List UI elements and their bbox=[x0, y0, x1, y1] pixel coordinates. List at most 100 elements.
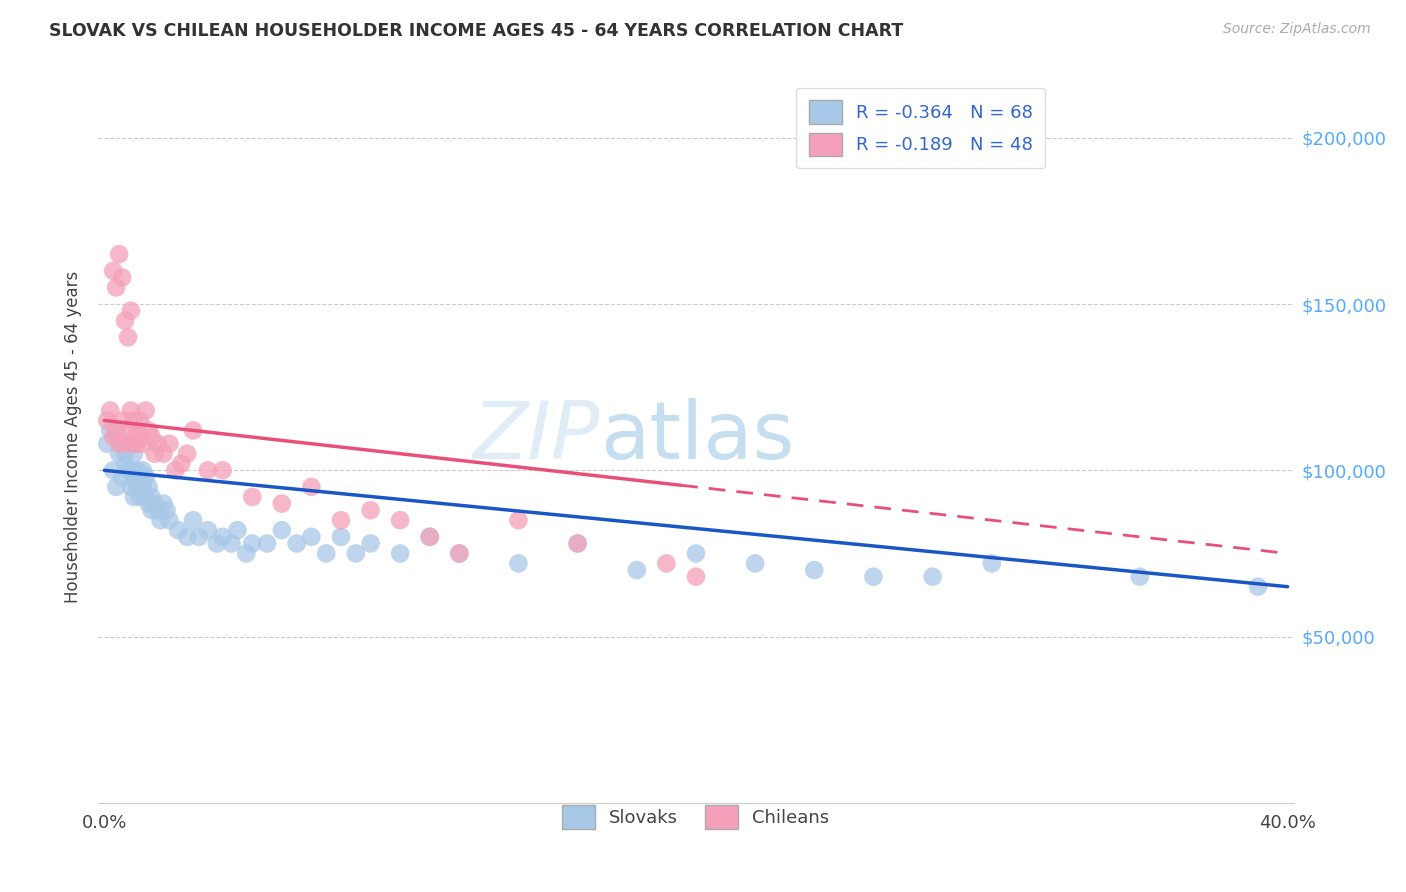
Point bbox=[419, 530, 441, 544]
Legend: Slovaks, Chileans: Slovaks, Chileans bbox=[554, 797, 838, 838]
Point bbox=[132, 463, 155, 477]
Point bbox=[132, 436, 155, 450]
Point bbox=[117, 463, 139, 477]
Point bbox=[152, 497, 174, 511]
Point bbox=[270, 497, 292, 511]
Text: SLOVAK VS CHILEAN HOUSEHOLDER INCOME AGES 45 - 64 YEARS CORRELATION CHART: SLOVAK VS CHILEAN HOUSEHOLDER INCOME AGE… bbox=[49, 22, 904, 40]
Point bbox=[105, 280, 128, 294]
Point bbox=[235, 546, 257, 560]
Point bbox=[135, 403, 157, 417]
Point bbox=[128, 490, 150, 504]
Point bbox=[567, 536, 589, 550]
Point bbox=[508, 557, 530, 571]
Point bbox=[389, 546, 412, 560]
Point bbox=[256, 536, 278, 550]
Point bbox=[1129, 570, 1152, 584]
Point bbox=[128, 470, 150, 484]
Point bbox=[98, 403, 121, 417]
Point bbox=[135, 490, 157, 504]
Point bbox=[120, 403, 142, 417]
Point bbox=[344, 546, 367, 560]
Point bbox=[103, 264, 125, 278]
Point bbox=[117, 330, 139, 344]
Point bbox=[157, 513, 180, 527]
Point bbox=[146, 436, 169, 450]
Point bbox=[125, 463, 148, 477]
Point bbox=[117, 424, 139, 438]
Point bbox=[138, 480, 160, 494]
Point bbox=[330, 530, 353, 544]
Point bbox=[152, 447, 174, 461]
Point bbox=[122, 490, 145, 504]
Point bbox=[211, 463, 233, 477]
Point bbox=[128, 430, 150, 444]
Point bbox=[114, 436, 136, 450]
Point bbox=[111, 470, 134, 484]
Point bbox=[240, 490, 263, 504]
Point bbox=[862, 570, 884, 584]
Point bbox=[197, 523, 219, 537]
Point bbox=[143, 447, 166, 461]
Point bbox=[211, 530, 233, 544]
Point bbox=[240, 536, 263, 550]
Point bbox=[105, 480, 128, 494]
Point bbox=[285, 536, 308, 550]
Point bbox=[96, 436, 118, 450]
Point bbox=[155, 503, 177, 517]
Point bbox=[143, 497, 166, 511]
Point bbox=[98, 424, 121, 438]
Point bbox=[626, 563, 648, 577]
Point bbox=[299, 480, 322, 494]
Point bbox=[181, 424, 204, 438]
Point bbox=[138, 424, 160, 438]
Point bbox=[135, 470, 157, 484]
Point bbox=[122, 470, 145, 484]
Point bbox=[114, 447, 136, 461]
Point bbox=[181, 513, 204, 527]
Point bbox=[108, 247, 131, 261]
Point bbox=[149, 513, 172, 527]
Point bbox=[188, 530, 211, 544]
Point bbox=[299, 530, 322, 544]
Point bbox=[205, 536, 228, 550]
Point bbox=[125, 436, 148, 450]
Point bbox=[197, 463, 219, 477]
Point bbox=[108, 436, 131, 450]
Point bbox=[114, 457, 136, 471]
Point bbox=[315, 546, 337, 560]
Point bbox=[103, 463, 125, 477]
Point bbox=[176, 447, 198, 461]
Point bbox=[122, 413, 145, 427]
Point bbox=[685, 546, 707, 560]
Point bbox=[270, 523, 292, 537]
Point bbox=[157, 436, 180, 450]
Point bbox=[360, 536, 382, 550]
Point bbox=[132, 480, 155, 494]
Point bbox=[921, 570, 943, 584]
Text: ZIP: ZIP bbox=[472, 398, 600, 476]
Point bbox=[170, 457, 193, 471]
Point bbox=[226, 523, 249, 537]
Text: atlas: atlas bbox=[600, 398, 794, 476]
Point bbox=[114, 314, 136, 328]
Point bbox=[138, 497, 160, 511]
Point bbox=[744, 557, 766, 571]
Point bbox=[567, 536, 589, 550]
Point bbox=[108, 447, 131, 461]
Point bbox=[105, 424, 128, 438]
Point bbox=[508, 513, 530, 527]
Point bbox=[165, 463, 187, 477]
Text: Source: ZipAtlas.com: Source: ZipAtlas.com bbox=[1223, 22, 1371, 37]
Point bbox=[449, 546, 471, 560]
Point bbox=[111, 436, 134, 450]
Point bbox=[122, 447, 145, 461]
Point bbox=[111, 270, 134, 285]
Point bbox=[96, 413, 118, 427]
Point bbox=[120, 303, 142, 318]
Point bbox=[655, 557, 678, 571]
Point bbox=[419, 530, 441, 544]
Point bbox=[128, 413, 150, 427]
Y-axis label: Householder Income Ages 45 - 64 years: Householder Income Ages 45 - 64 years bbox=[63, 271, 82, 603]
Point bbox=[117, 436, 139, 450]
Point bbox=[980, 557, 1002, 571]
